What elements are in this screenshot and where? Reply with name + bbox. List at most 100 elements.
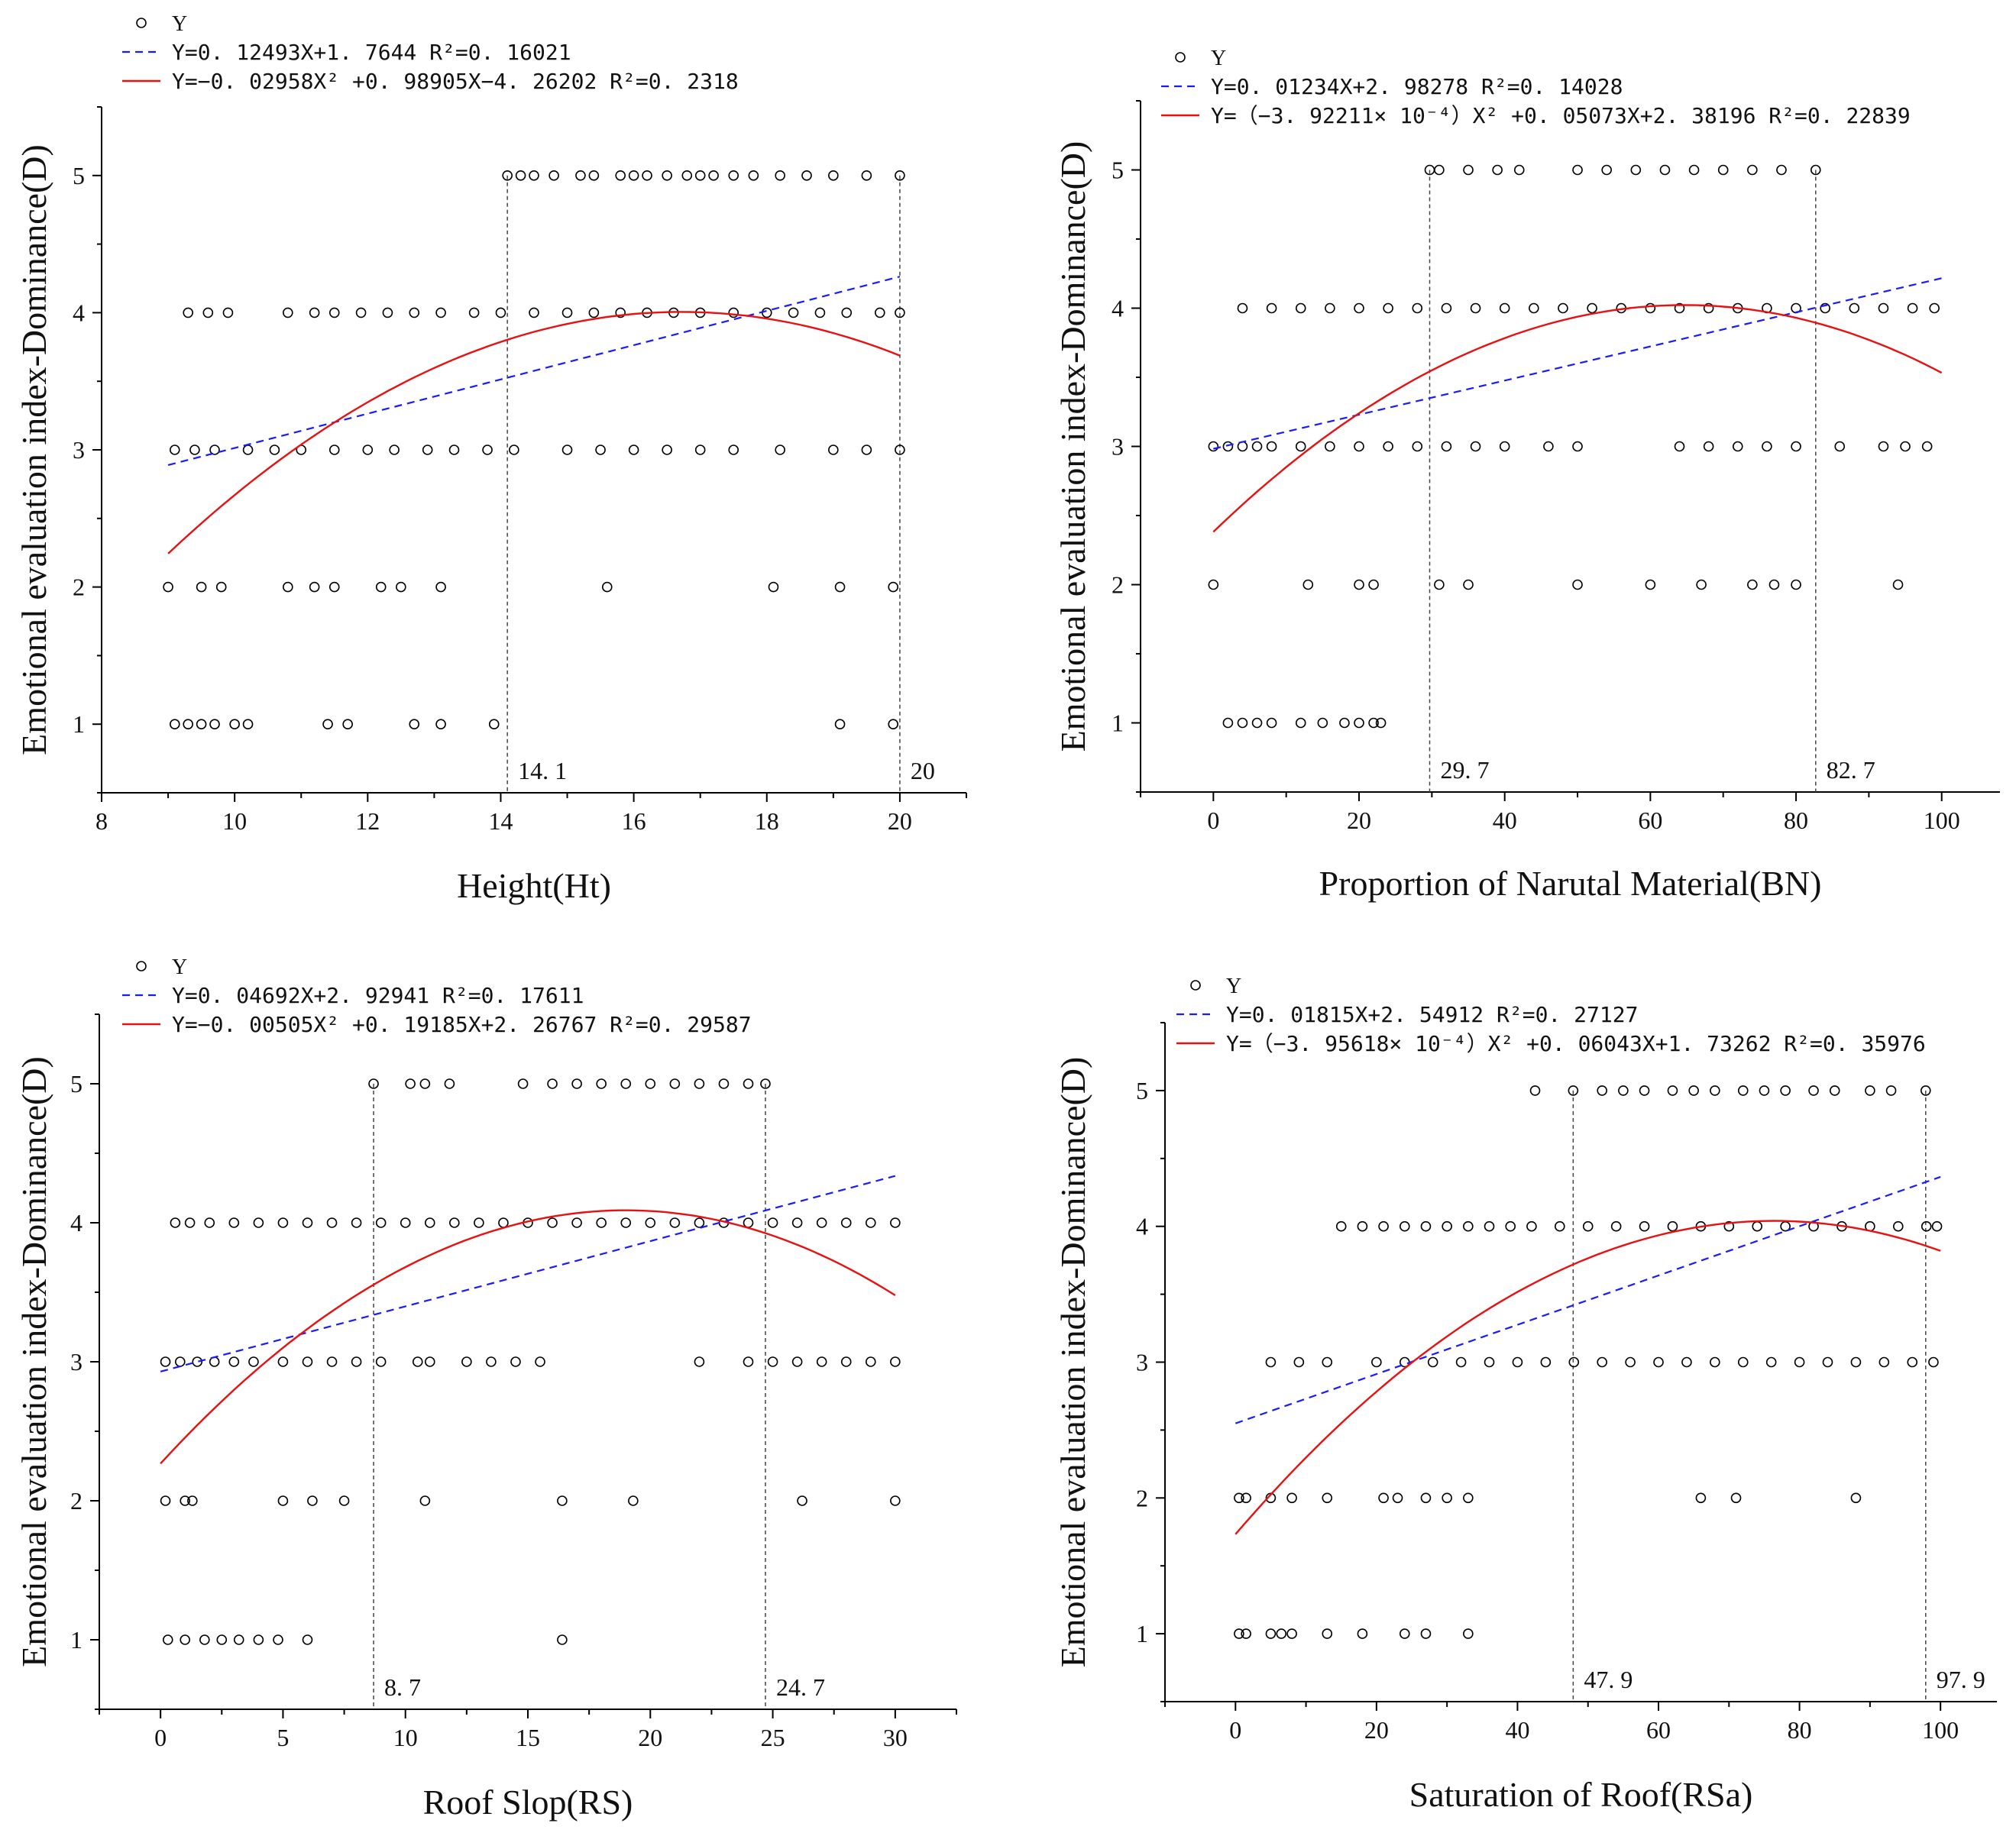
data-point [1265, 1628, 1277, 1639]
data-point [561, 445, 573, 455]
data-point [1286, 1628, 1297, 1639]
data-point [375, 581, 387, 593]
data-point [888, 581, 899, 593]
legend-label-scatter: Y [1211, 47, 1226, 70]
data-point [409, 719, 420, 730]
data-point [620, 1217, 632, 1228]
data-point [1822, 1356, 1833, 1368]
y-tick-label: 3 [73, 436, 85, 464]
data-point [1378, 1492, 1389, 1504]
x-tick-label: 16 [622, 807, 646, 835]
y-tick-label: 4 [70, 1209, 83, 1237]
data-point [1688, 164, 1700, 176]
data-point [681, 170, 693, 181]
data-point [242, 719, 254, 730]
data-point [669, 1217, 681, 1228]
data-point [307, 1495, 318, 1506]
data-point [1768, 579, 1780, 590]
data-point [419, 1495, 431, 1506]
legend-label-quadratic: Y=−0. 02958X² +0. 98905X−4. 26202 R²=0. … [172, 69, 739, 94]
data-point [1378, 1220, 1389, 1232]
x-tick-label: 14 [488, 807, 513, 835]
data-point [474, 1217, 484, 1228]
data-point [1295, 717, 1306, 729]
x-tick-label: 20 [1364, 1716, 1389, 1744]
data-point [498, 1217, 509, 1228]
data-point [728, 445, 739, 455]
data-point [1555, 1220, 1565, 1232]
data-point [1412, 302, 1423, 314]
data-point [1810, 164, 1821, 176]
data-point [283, 581, 293, 593]
panel-natural-material: 1 2 3 4 5 0 20 40 60 80 100 Emotional evaluation in… [1053, 47, 2000, 903]
data-point [1630, 164, 1642, 176]
data-point [502, 170, 513, 181]
data-point [160, 1495, 171, 1506]
data-point [409, 307, 420, 318]
data-point [1703, 302, 1714, 314]
data-point [1427, 1356, 1438, 1368]
legend-label-linear: Y=0. 04692X+2. 92941 R²=0. 17611 [172, 983, 584, 1008]
data-point [328, 307, 340, 318]
data-point [1241, 1492, 1251, 1504]
data-point [495, 307, 506, 318]
data-point [1659, 164, 1671, 176]
data-point [708, 170, 719, 181]
data-point [362, 445, 374, 455]
linear-fit-line [160, 1175, 896, 1372]
data-point [834, 581, 846, 593]
data-point [1710, 1356, 1720, 1368]
data-point [338, 1495, 350, 1506]
data-point [1808, 1085, 1819, 1096]
data-point [895, 307, 905, 318]
quadratic-fit-curve [167, 311, 901, 554]
data-point [1208, 441, 1219, 452]
linear-fit-line [1213, 277, 1942, 450]
data-point [760, 1078, 771, 1089]
data-point [351, 1356, 362, 1367]
data-point [273, 1634, 283, 1645]
y-tick-label: 1 [73, 710, 85, 738]
quadratic-fit-curve [160, 1209, 896, 1465]
data-point [1776, 164, 1787, 176]
data-point [1791, 441, 1801, 452]
data-point [888, 719, 899, 730]
data-point [1829, 1085, 1840, 1096]
data-point [615, 307, 626, 318]
data-point [222, 307, 234, 318]
data-point [840, 1356, 852, 1367]
data-point [422, 445, 433, 455]
data-point [1442, 1492, 1452, 1504]
y-tick-label: 1 [70, 1626, 83, 1654]
data-point [486, 1356, 497, 1367]
data-point [834, 719, 846, 730]
data-point [435, 581, 446, 593]
data-point [595, 445, 606, 455]
legend-label-scatter: Y [1226, 975, 1241, 998]
data-point [816, 1356, 827, 1367]
x-tick-label: 20 [638, 1724, 662, 1751]
x-tick-label: 25 [761, 1724, 785, 1751]
data-point [1587, 302, 1597, 314]
x-axis-label: Proportion of Narutal Material(BN) [1319, 864, 1822, 903]
data-point [1412, 441, 1423, 452]
data-point [601, 581, 613, 593]
y-tick-label: 1 [1136, 1620, 1148, 1647]
data-point [596, 1217, 607, 1228]
data-point [517, 1078, 529, 1089]
data-point [1892, 1220, 1904, 1232]
data-point [1302, 579, 1314, 590]
data-point [1322, 1628, 1333, 1639]
data-point [743, 1078, 754, 1089]
data-point [253, 1217, 264, 1228]
data-point [1513, 164, 1525, 176]
data-point [1730, 1492, 1742, 1504]
data-point [192, 1356, 203, 1367]
data-point [351, 1217, 362, 1228]
data-point [196, 719, 207, 730]
data-point [801, 170, 812, 181]
data-point [694, 170, 706, 181]
data-point [1907, 302, 1918, 314]
y-tick-label: 2 [1112, 571, 1124, 599]
y-tick-label: 3 [1136, 1349, 1148, 1376]
